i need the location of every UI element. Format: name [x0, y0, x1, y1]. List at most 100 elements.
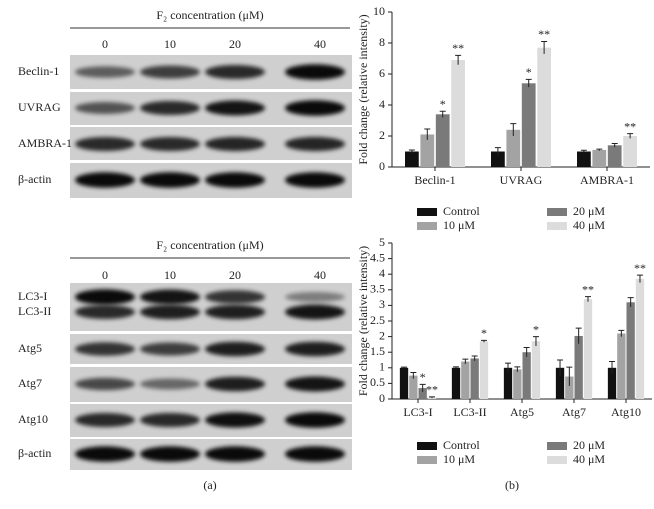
band	[205, 412, 265, 428]
band	[75, 289, 135, 305]
significance: *	[440, 97, 446, 111]
legend-label: 10 μM	[443, 452, 475, 466]
legend-swatch	[417, 456, 437, 464]
error-bar	[627, 297, 634, 307]
bar	[418, 388, 427, 399]
x-tick-label: AMBRA-1	[580, 173, 634, 187]
bar	[503, 367, 513, 399]
legend-swatch	[547, 442, 567, 450]
band	[140, 342, 200, 356]
bar	[592, 149, 607, 167]
band	[285, 172, 345, 188]
x-tick-label: Beclin-1	[414, 173, 455, 187]
y-tick-label: 4	[379, 266, 385, 280]
y-tick-label: 2.5	[370, 313, 385, 327]
significance: **	[624, 119, 636, 133]
x-tick-label: Atg5	[510, 405, 534, 419]
error-bar	[453, 366, 460, 369]
band	[285, 412, 345, 428]
legend-label: 20 μM	[573, 204, 605, 218]
error-bar	[580, 149, 587, 153]
error-bar	[494, 147, 501, 156]
bar	[461, 361, 470, 399]
legend-label: 40 μM	[573, 218, 605, 232]
blot-header: F₂ concentration (μM)	[156, 238, 263, 252]
y-tick-label: 0	[379, 391, 385, 405]
x-tick-label: Atg10	[611, 405, 641, 419]
error-bar	[636, 274, 643, 283]
error-bar	[611, 142, 618, 148]
bar	[577, 151, 591, 167]
error-bar	[525, 78, 532, 88]
error-bar	[627, 133, 634, 139]
lane-label: 0	[102, 268, 108, 282]
panel-label: (a)	[203, 478, 216, 492]
band	[75, 137, 135, 151]
band	[140, 289, 200, 305]
x-tick-label: UVRAG	[500, 173, 543, 187]
band	[285, 376, 345, 392]
y-axis-label: Fold change (relative intensity)	[356, 14, 370, 164]
legend-swatch	[417, 208, 437, 216]
blot-row-label: AMBRA-1	[18, 136, 72, 150]
significance: *	[533, 322, 539, 336]
significance: **	[452, 41, 464, 55]
bar	[399, 367, 409, 399]
band	[285, 100, 345, 116]
bar	[451, 367, 461, 399]
legend-label: Control	[443, 204, 480, 218]
y-tick-label: 0	[379, 159, 385, 173]
bar	[574, 335, 583, 399]
bar	[451, 60, 465, 167]
error-bar	[609, 361, 616, 375]
blot-row-label: LC3-I	[18, 289, 47, 303]
error-bar	[532, 336, 539, 346]
band	[285, 64, 345, 80]
lane-label: 20	[229, 268, 241, 282]
bar	[635, 278, 645, 399]
error-bar	[584, 296, 591, 302]
band	[140, 65, 200, 79]
y-tick-label: 4	[379, 97, 385, 111]
band	[205, 172, 265, 188]
lane-label: 40	[314, 37, 326, 51]
bar	[583, 299, 593, 399]
band	[140, 304, 200, 320]
error-bar	[523, 347, 530, 357]
y-tick-label: 4.5	[370, 250, 385, 264]
band	[75, 413, 135, 427]
significance: *	[526, 65, 532, 79]
legend-swatch	[417, 442, 437, 450]
legend-swatch	[547, 208, 567, 216]
y-tick-label: 0.5	[370, 375, 385, 389]
bar	[405, 151, 419, 167]
lane-label: 20	[229, 37, 241, 51]
panel-label: (b)	[505, 478, 519, 492]
error-bar	[462, 358, 469, 365]
y-axis-label: Fold change (relative intensity)	[356, 246, 370, 396]
x-tick-label: LC3-I	[403, 405, 432, 419]
error-bar	[439, 110, 446, 118]
bar	[435, 114, 450, 167]
y-tick-label: 6	[379, 66, 385, 80]
legend-label: Control	[443, 438, 480, 452]
bar	[420, 134, 435, 167]
error-bar	[541, 40, 548, 54]
band	[75, 446, 135, 462]
band	[285, 292, 345, 302]
y-tick-label: 3	[379, 297, 385, 311]
error-bar	[618, 329, 625, 337]
y-tick-label: 3.5	[370, 282, 385, 296]
error-bar	[471, 355, 478, 361]
legend-swatch	[417, 222, 437, 230]
bar	[565, 376, 574, 399]
y-tick-label: 1	[379, 360, 385, 374]
legend-swatch	[547, 222, 567, 230]
bar	[607, 145, 622, 167]
error-bar	[596, 148, 603, 151]
blot-row-label: Atg5	[18, 341, 42, 355]
band	[140, 101, 200, 115]
bar	[626, 302, 635, 399]
error-bar	[510, 123, 517, 136]
error-bar	[455, 54, 462, 65]
